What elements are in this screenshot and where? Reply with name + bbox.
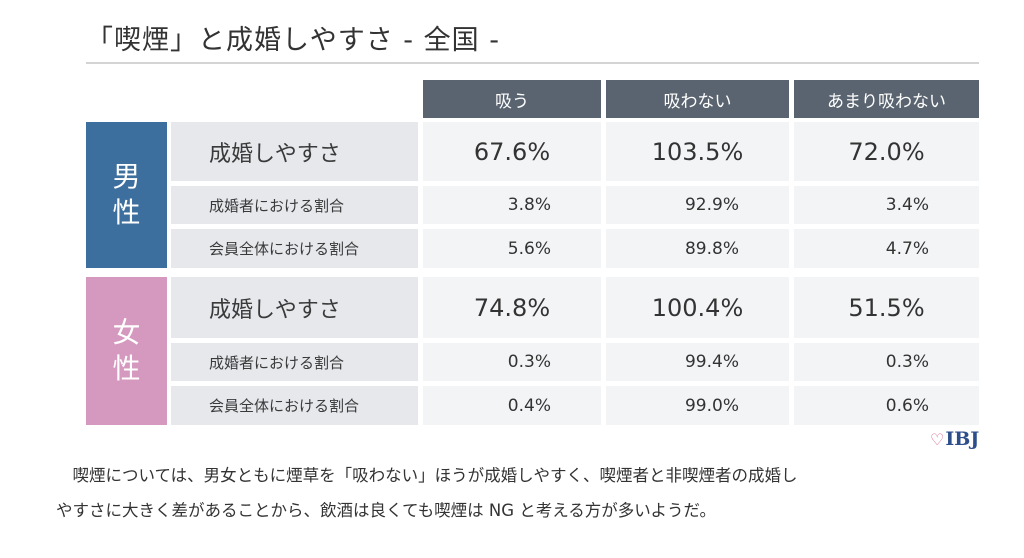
paragraph-line-1: 喫煙については、男女ともに煙草を「吸わない」ほうが成婚しやすく、喫煙者と非喫煙者… [72, 466, 798, 485]
column-header-no-smoke: 吸わない [606, 80, 789, 118]
ibj-logo-text: IBJ [945, 428, 980, 450]
cell-male-ease-smoke: 67.6% [423, 122, 601, 181]
ibj-logo: ♡ IBJ [930, 428, 979, 450]
gender-label-female-char1: 女 [112, 315, 141, 349]
cell-male-member-smoke: 5.6% [423, 229, 601, 268]
row-label-female-member-share: 会員全体における割合 [171, 386, 418, 425]
row-label-male-member-share: 会員全体における割合 [171, 229, 418, 268]
gender-label-female: 女 性 [86, 277, 167, 425]
column-header-smoke: 吸う [423, 80, 601, 118]
gender-label-female-char2: 性 [112, 352, 141, 385]
cell-female-married-rarely: 0.3% [794, 343, 979, 381]
body-paragraph: 喫煙については、男女ともに煙草を「吸わない」ほうが成婚しやすく、喫煙者と非喫煙者… [56, 458, 1016, 528]
cell-female-married-smoke: 0.3% [423, 343, 601, 381]
row-label-male-married-share: 成婚者における割合 [171, 186, 418, 224]
gender-label-male-char2: 性 [112, 196, 141, 229]
cell-female-married-no-smoke: 99.4% [606, 343, 789, 381]
cell-male-member-rarely: 4.7% [794, 229, 979, 268]
cell-male-ease-rarely: 72.0% [794, 122, 979, 181]
heart-icon: ♡ [930, 429, 945, 449]
cell-male-member-no-smoke: 89.8% [606, 229, 789, 268]
cell-male-married-smoke: 3.8% [423, 186, 601, 224]
page-title: 「喫煙」と成婚しやすさ - 全国 - [86, 25, 500, 56]
row-label-female-married-share: 成婚者における割合 [171, 343, 418, 381]
cell-female-member-rarely: 0.6% [794, 386, 979, 425]
cell-female-ease-no-smoke: 100.4% [606, 277, 789, 338]
gender-label-male: 男 性 [86, 122, 167, 268]
cell-female-ease-smoke: 74.8% [423, 277, 601, 338]
column-header-rarely-smoke: あまり吸わない [794, 80, 979, 118]
cell-female-ease-rarely: 51.5% [794, 277, 979, 338]
row-label-male-ease: 成婚しやすさ [171, 122, 418, 181]
title-divider [86, 62, 979, 64]
cell-female-member-smoke: 0.4% [423, 386, 601, 425]
gender-label-male-char1: 男 [112, 159, 141, 193]
cell-male-married-no-smoke: 92.9% [606, 186, 789, 224]
cell-female-member-no-smoke: 99.0% [606, 386, 789, 425]
row-label-female-ease: 成婚しやすさ [171, 277, 418, 338]
cell-male-ease-no-smoke: 103.5% [606, 122, 789, 181]
cell-male-married-rarely: 3.4% [794, 186, 979, 224]
paragraph-line-2: やすさに大きく差があることから、飲酒は良くても喫煙は NG と考える方が多いよう… [56, 501, 716, 520]
